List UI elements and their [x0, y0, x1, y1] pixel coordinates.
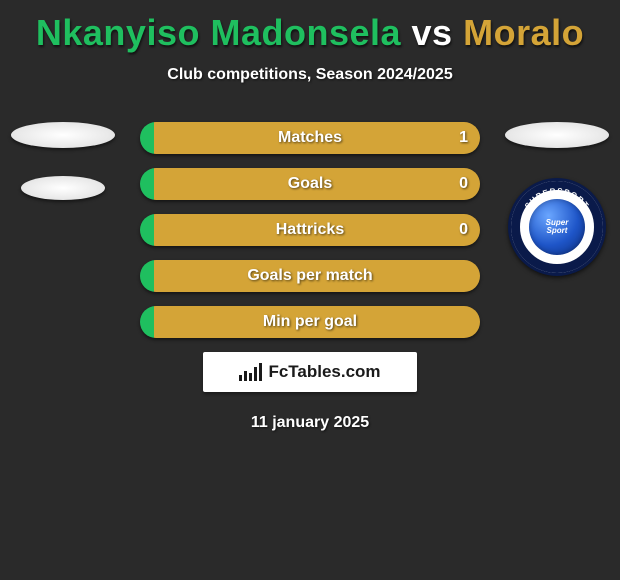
stat-label: Goals per match — [140, 260, 480, 292]
brand-bar-segment — [244, 371, 247, 381]
title-player1: Nkanyiso Madonsela — [36, 12, 401, 53]
brand-bar-segment — [239, 375, 242, 381]
stat-label: Min per goal — [140, 306, 480, 338]
right-player-club-logo: SUPERSPORT UNITED FC Super Sport — [508, 178, 606, 276]
stat-value-right: 0 — [459, 214, 468, 246]
page-title: Nkanyiso Madonsela vs Moralo — [0, 0, 620, 54]
comparison-bars: Matches1Goals0Hattricks0Goals per matchM… — [140, 122, 480, 338]
left-player-column — [8, 122, 118, 206]
date-label: 11 january 2025 — [0, 414, 620, 432]
title-player2: Moralo — [463, 12, 584, 53]
brand-logo[interactable]: FcTables.com — [203, 352, 417, 392]
stat-row: Goals0 — [140, 168, 480, 200]
brand-bar-segment — [249, 373, 252, 381]
right-player-avatar — [505, 122, 609, 148]
stat-value-right: 1 — [459, 122, 468, 154]
left-player-avatar — [11, 122, 115, 148]
stat-row: Min per goal — [140, 306, 480, 338]
brand-bar-segment — [254, 367, 257, 381]
brand-bars-icon — [239, 363, 262, 381]
brand-text: FcTables.com — [268, 362, 380, 382]
stat-row: Hattricks0 — [140, 214, 480, 246]
stat-row: Matches1 — [140, 122, 480, 154]
subtitle: Club competitions, Season 2024/2025 — [0, 66, 620, 84]
stat-row: Goals per match — [140, 260, 480, 292]
comparison-content: SUPERSPORT UNITED FC Super Sport Matches… — [0, 122, 620, 432]
title-connector: vs — [412, 12, 453, 53]
brand-bar-segment — [259, 363, 262, 381]
right-player-column: SUPERSPORT UNITED FC Super Sport — [502, 122, 612, 276]
club-badge-core: Super Sport — [529, 199, 585, 255]
stat-label: Goals — [140, 168, 480, 200]
stat-label: Matches — [140, 122, 480, 154]
stat-value-right: 0 — [459, 168, 468, 200]
stat-label: Hattricks — [140, 214, 480, 246]
left-player-club-logo — [21, 176, 105, 200]
